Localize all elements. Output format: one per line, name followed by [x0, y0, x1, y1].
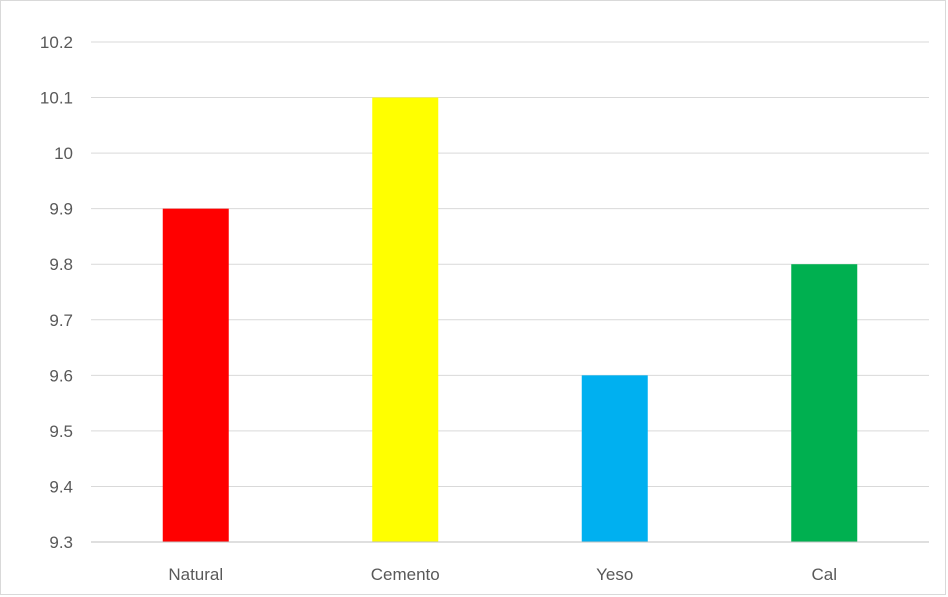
- y-tick-label: 10: [54, 144, 73, 163]
- y-tick-label: 9.9: [49, 200, 73, 219]
- y-tick-label: 9.7: [49, 311, 73, 330]
- y-tick-label: 10.2: [40, 33, 73, 52]
- bar-yeso: [581, 375, 648, 542]
- x-tick-label: Cemento: [371, 565, 440, 584]
- y-tick-label: 9.3: [49, 533, 73, 552]
- y-tick-label: 9.5: [49, 422, 73, 441]
- bar-natural: [162, 208, 229, 542]
- bar-cemento: [372, 97, 439, 543]
- x-tick-label: Yeso: [596, 565, 633, 584]
- y-tick-label: 9.6: [49, 366, 73, 385]
- y-axis-tick-labels: 9.3 9.4 9.5 9.6 9.7 9.8 9.9 10 10.1 10.2: [40, 33, 73, 552]
- bars: [162, 97, 858, 543]
- x-tick-label: Cal: [811, 565, 837, 584]
- y-tick-label: 9.8: [49, 255, 73, 274]
- bar-cal: [791, 264, 858, 542]
- y-tick-label: 9.4: [49, 477, 73, 496]
- gridlines: [91, 41, 929, 487]
- x-tick-label: Natural: [168, 565, 223, 584]
- x-axis-tick-labels: Natural Cemento Yeso Cal: [168, 565, 837, 584]
- y-tick-label: 10.1: [40, 89, 73, 108]
